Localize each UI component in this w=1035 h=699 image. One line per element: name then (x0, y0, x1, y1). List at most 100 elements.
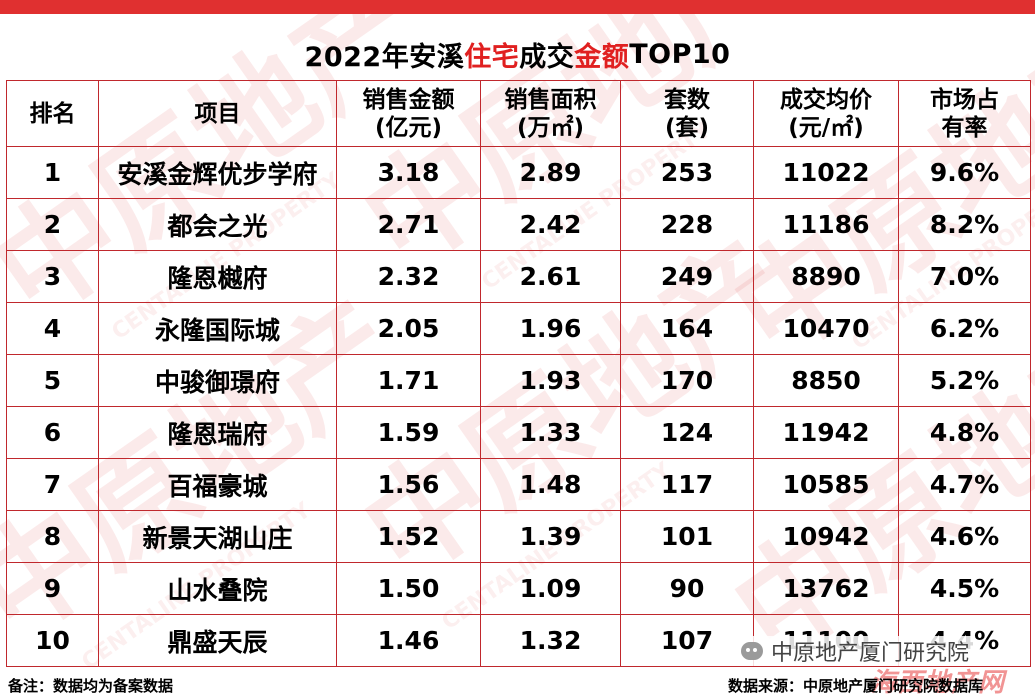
cell-units: 90 (620, 562, 754, 615)
cell-sales-area: 1.48 (480, 458, 621, 511)
cell-units: 117 (620, 458, 754, 511)
cell-sales-amount: 1.56 (336, 458, 481, 511)
table-row: 7 百福豪城 1.56 1.48 117 10585 4.7% (6, 458, 1031, 511)
header-avg-price: 成交均价 (元/㎡) (753, 80, 899, 147)
table-row: 3 隆恩樾府 2.32 2.61 249 8890 7.0% (6, 250, 1031, 303)
table-row: 5 中骏御璟府 1.71 1.93 170 8850 5.2% (6, 354, 1031, 407)
cell-sales-area: 2.42 (480, 198, 621, 251)
wechat-badge-text: 中原地产厦门研究院 (771, 641, 970, 666)
header-project: 项目 (98, 80, 337, 147)
cell-sales-area: 1.39 (480, 510, 621, 563)
cell-market-share: 4.6% (898, 510, 1031, 563)
title-part: 2022年安溪 (304, 41, 465, 73)
cell-units: 164 (620, 302, 754, 355)
report-sheet: 中原地产 中原地产 中原地产 中原地产 中原地产 中原地产 CENTALINE … (0, 14, 1035, 697)
cell-project: 鼎盛天辰 (98, 614, 337, 667)
cell-sales-amount: 1.71 (336, 354, 481, 407)
cell-sales-amount: 1.50 (336, 562, 481, 615)
cell-rank: 7 (6, 458, 99, 511)
header-units: 套数 (套) (620, 80, 754, 147)
table-row: 2 都会之光 2.71 2.42 228 11186 8.2% (6, 198, 1031, 251)
table-row: 4 永隆国际城 2.05 1.96 164 10470 6.2% (6, 302, 1031, 355)
wechat-source-badge: 中原地产厦门研究院 (735, 636, 976, 666)
header-sales-amount: 销售金额 (亿元) (336, 80, 481, 147)
cell-project: 隆恩樾府 (98, 250, 337, 303)
cell-project: 安溪金辉优步学府 (98, 146, 337, 199)
cell-units: 124 (620, 406, 754, 459)
cell-sales-area: 1.96 (480, 302, 621, 355)
cell-units: 228 (620, 198, 754, 251)
table-row: 1 安溪金辉优步学府 3.18 2.89 253 11022 9.6% (6, 146, 1031, 199)
cell-project: 永隆国际城 (98, 302, 337, 355)
wechat-icon (741, 642, 763, 660)
cell-project: 中骏御璟府 (98, 354, 337, 407)
cell-market-share: 6.2% (898, 302, 1031, 355)
cell-sales-amount: 2.71 (336, 198, 481, 251)
cell-sales-area: 2.89 (480, 146, 621, 199)
cell-project: 隆恩瑞府 (98, 406, 337, 459)
cell-sales-area: 1.33 (480, 406, 621, 459)
cell-sales-amount: 1.59 (336, 406, 481, 459)
cell-sales-area: 2.61 (480, 250, 621, 303)
table-title: 2022年安溪 住宅 成交 金额 TOP10 (0, 30, 1035, 78)
cell-avg-price: 10470 (753, 302, 899, 355)
cell-units: 170 (620, 354, 754, 407)
cell-avg-price: 10585 (753, 458, 899, 511)
cell-avg-price: 11942 (753, 406, 899, 459)
cell-market-share: 9.6% (898, 146, 1031, 199)
header-market-share: 市场占 有率 (898, 80, 1031, 147)
cell-units: 107 (620, 614, 754, 667)
title-part: 成交 (519, 41, 575, 73)
cell-rank: 10 (6, 614, 99, 667)
cell-project: 山水叠院 (98, 562, 337, 615)
cell-rank: 6 (6, 406, 99, 459)
cell-market-share: 7.0% (898, 250, 1031, 303)
header-sales-area: 销售面积 (万㎡) (480, 80, 621, 147)
cell-rank: 5 (6, 354, 99, 407)
cell-rank: 2 (6, 198, 99, 251)
cell-rank: 3 (6, 250, 99, 303)
table-row: 9 山水叠院 1.50 1.09 90 13762 4.5% (6, 562, 1031, 615)
cell-units: 101 (620, 510, 754, 563)
cell-avg-price: 13762 (753, 562, 899, 615)
cell-sales-area: 1.93 (480, 354, 621, 407)
table-row: 8 新景天湖山庄 1.52 1.39 101 10942 4.6% (6, 510, 1031, 563)
brand-watermark-logo: 海西地产网 (870, 668, 1006, 698)
cell-sales-amount: 3.18 (336, 146, 481, 199)
cell-project: 都会之光 (98, 198, 337, 251)
table-header-row: 排名 项目 销售金额 (亿元) 销售面积 (万㎡) 套数 (套) 成交均价 (元/㎡) … (6, 80, 1031, 147)
cell-sales-amount: 2.32 (336, 250, 481, 303)
title-highlight: 住宅 (464, 41, 520, 73)
cell-sales-area: 1.09 (480, 562, 621, 615)
cell-project: 百福豪城 (98, 458, 337, 511)
header-rank: 排名 (6, 80, 99, 147)
cell-avg-price: 8850 (753, 354, 899, 407)
cell-avg-price: 10942 (753, 510, 899, 563)
cell-market-share: 5.2% (898, 354, 1031, 407)
cell-sales-amount: 1.46 (336, 614, 481, 667)
cell-avg-price: 11186 (753, 198, 899, 251)
cell-rank: 8 (6, 510, 99, 563)
cell-market-share: 4.5% (898, 562, 1031, 615)
cell-sales-area: 1.32 (480, 614, 621, 667)
cell-sales-amount: 2.05 (336, 302, 481, 355)
cell-units: 249 (620, 250, 754, 303)
cell-rank: 9 (6, 562, 99, 615)
cell-sales-amount: 1.52 (336, 510, 481, 563)
cell-market-share: 4.7% (898, 458, 1031, 511)
cell-rank: 4 (6, 302, 99, 355)
cell-rank: 1 (6, 146, 99, 199)
cell-project: 新景天湖山庄 (98, 510, 337, 563)
ranking-table: 排名 项目 销售金额 (亿元) 销售面积 (万㎡) 套数 (套) 成交均价 (元/㎡) … (6, 80, 1031, 667)
cell-avg-price: 8890 (753, 250, 899, 303)
cell-units: 253 (620, 146, 754, 199)
cell-market-share: 4.8% (898, 406, 1031, 459)
footer-note: 备注：数据均为备案数据 (8, 677, 174, 695)
table-row: 6 隆恩瑞府 1.59 1.33 124 11942 4.8% (6, 406, 1031, 459)
title-highlight: 金额 (574, 41, 630, 73)
cell-avg-price: 11022 (753, 146, 899, 199)
cell-market-share: 8.2% (898, 198, 1031, 251)
title-part: TOP10 (629, 38, 731, 70)
top-accent-bar (0, 0, 1035, 14)
footer-source: 数据来源：中原地产厦门研究院数据库 (728, 677, 984, 695)
